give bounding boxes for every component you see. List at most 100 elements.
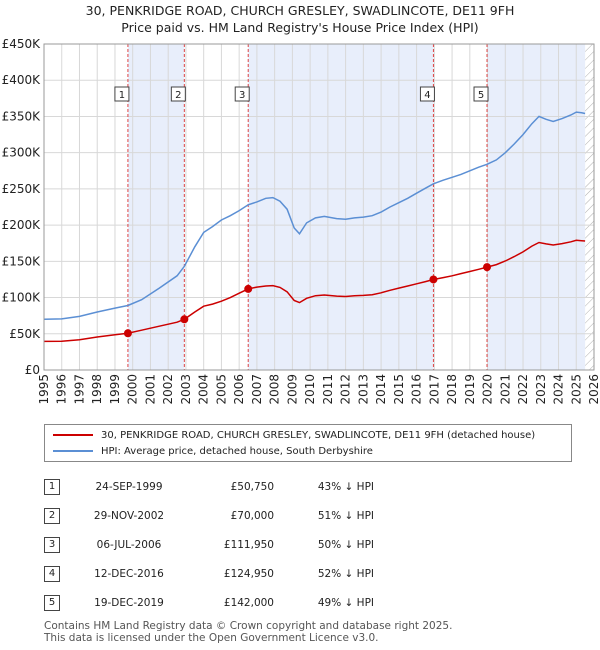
legend-label-property: 30, PENKRIDGE ROAD, CHURCH GRESLEY, SWAD… bbox=[101, 430, 536, 441]
x-tick-label: 1998 bbox=[90, 374, 104, 405]
sale-date: 19-DEC-2019 bbox=[94, 596, 164, 609]
sale-date: 06-JUL-2006 bbox=[96, 538, 162, 551]
sale-price: £124,950 bbox=[223, 567, 274, 580]
transactions-table: 1 24-SEP-1999 £50,750 43% ↓ HPI 2 29-NOV… bbox=[44, 472, 374, 617]
x-tick-label: 2021 bbox=[498, 374, 512, 405]
y-tick-label: £50K bbox=[9, 327, 41, 341]
sale-hpi-diff: 50% ↓ HPI bbox=[317, 538, 374, 551]
x-tick-label: 2014 bbox=[374, 374, 388, 405]
y-tick-label: £200K bbox=[2, 218, 42, 232]
plot-frame bbox=[43, 43, 595, 371]
sale-point bbox=[123, 329, 132, 338]
legend: 30, PENKRIDGE ROAD, CHURCH GRESLEY, SWAD… bbox=[44, 424, 572, 462]
hpi-line bbox=[43, 111, 586, 321]
x-tick-label: 2004 bbox=[197, 374, 211, 405]
x-tick-label: 2008 bbox=[268, 374, 282, 405]
legend-item-hpi: HPI: Average price, detached house, Sout… bbox=[53, 445, 373, 459]
x-tick-label: 2011 bbox=[321, 374, 335, 405]
sale-date: 24-SEP-1999 bbox=[95, 480, 163, 493]
sale-number-box bbox=[234, 86, 250, 102]
x-tick-label: 2020 bbox=[481, 374, 495, 405]
x-tick-label: 2026 bbox=[587, 374, 600, 405]
chart-title: 30, PENKRIDGE ROAD, CHURCH GRESLEY, SWAD… bbox=[0, 2, 600, 36]
footer: Contains HM Land Registry data © Crown c… bbox=[44, 620, 452, 644]
sale-price: £142,000 bbox=[223, 596, 274, 609]
sale-marker-label: 2 bbox=[44, 507, 60, 524]
table-row: 5 19-DEC-2019 £142,000 49% ↓ HPI bbox=[44, 588, 374, 617]
footer-copyright: Contains HM Land Registry data © Crown c… bbox=[44, 620, 453, 632]
sale-number-label: 1 bbox=[119, 90, 125, 101]
sale-number-box bbox=[170, 86, 186, 102]
x-tick-label: 2016 bbox=[410, 374, 424, 405]
sale-number-label: 2 bbox=[175, 90, 181, 101]
sale-date: 29-NOV-2002 bbox=[93, 509, 165, 522]
sale-point bbox=[180, 315, 189, 324]
y-tick-label: £400K bbox=[2, 73, 42, 87]
property-price-line bbox=[43, 239, 586, 343]
y-tick-label: £450K bbox=[2, 37, 42, 51]
y-tick-label: £350K bbox=[2, 109, 42, 123]
sale-number-box bbox=[419, 86, 435, 102]
title-line-2: Price paid vs. HM Land Registry's House … bbox=[121, 20, 479, 35]
legend-swatch-hpi bbox=[53, 450, 93, 452]
x-tick-label: 2017 bbox=[427, 374, 441, 405]
x-tick-label: 1997 bbox=[72, 374, 86, 405]
sale-point bbox=[244, 284, 253, 293]
x-tick-label: 2025 bbox=[569, 374, 583, 405]
sale-point bbox=[483, 263, 492, 272]
title-line-1: 30, PENKRIDGE ROAD, CHURCH GRESLEY, SWAD… bbox=[85, 3, 515, 18]
sale-hpi-diff: 51% ↓ HPI bbox=[317, 509, 374, 522]
y-tick-label: £250K bbox=[2, 182, 42, 196]
future-hatch bbox=[585, 44, 594, 370]
legend-label-hpi: HPI: Average price, detached house, Sout… bbox=[101, 446, 373, 457]
x-tick-label: 2002 bbox=[161, 374, 175, 405]
sale-number-box bbox=[473, 86, 489, 102]
y-tick-label: £0 bbox=[25, 363, 40, 377]
sale-price: £70,000 bbox=[230, 509, 274, 522]
x-tick-label: 2019 bbox=[463, 374, 477, 405]
legend-swatch-property bbox=[53, 434, 93, 436]
x-tick-label: 2003 bbox=[179, 374, 193, 405]
sale-number-label: 3 bbox=[239, 90, 245, 101]
x-tick-label: 2006 bbox=[232, 374, 246, 405]
sale-date: 12-DEC-2016 bbox=[94, 567, 164, 580]
sale-price: £50,750 bbox=[230, 480, 274, 493]
x-tick-label: 2001 bbox=[143, 374, 157, 405]
sale-point bbox=[429, 275, 438, 284]
sale-hpi-diff: 52% ↓ HPI bbox=[317, 567, 374, 580]
ownership-shade bbox=[248, 44, 434, 370]
x-tick-label: 2024 bbox=[552, 374, 566, 405]
sale-number-box bbox=[114, 86, 130, 102]
sale-marker-label: 1 bbox=[44, 478, 60, 495]
sale-hpi-diff: 49% ↓ HPI bbox=[317, 596, 374, 609]
x-tick-label: 1995 bbox=[37, 374, 51, 405]
y-tick-label: £100K bbox=[2, 291, 42, 305]
table-row: 4 12-DEC-2016 £124,950 52% ↓ HPI bbox=[44, 559, 374, 588]
price-chart: 1 2 3 4 5 £0 £50K £100K £150K £200K £250K £300K £350… bbox=[2, 37, 600, 405]
sale-price: £111,950 bbox=[223, 538, 274, 551]
x-tick-label: 1999 bbox=[108, 374, 122, 405]
x-tick-label: 2018 bbox=[445, 374, 459, 405]
sale-marker-label: 5 bbox=[44, 594, 60, 611]
x-tick-label: 2013 bbox=[356, 374, 370, 405]
x-tick-label: 2007 bbox=[250, 374, 264, 405]
sale-marker-label: 4 bbox=[44, 565, 60, 582]
x-tick-label: 2022 bbox=[516, 374, 530, 405]
table-row: 1 24-SEP-1999 £50,750 43% ↓ HPI bbox=[44, 472, 374, 501]
ownership-shade bbox=[487, 44, 586, 370]
sale-number-label: 5 bbox=[478, 90, 484, 101]
x-tick-label: 2000 bbox=[126, 374, 140, 405]
x-tick-label: 2015 bbox=[392, 374, 406, 405]
sale-hpi-diff: 43% ↓ HPI bbox=[317, 480, 374, 493]
x-tick-label: 1996 bbox=[55, 374, 69, 405]
y-tick-label: £300K bbox=[2, 146, 42, 160]
footer-license: This data is licensed under the Open Gov… bbox=[44, 632, 379, 644]
x-tick-label: 2005 bbox=[214, 374, 228, 405]
x-tick-label: 2023 bbox=[534, 374, 548, 405]
sale-number-label: 4 bbox=[424, 90, 430, 101]
x-tick-label: 2010 bbox=[303, 374, 317, 405]
x-tick-label: 2012 bbox=[339, 374, 353, 405]
legend-item-property: 30, PENKRIDGE ROAD, CHURCH GRESLEY, SWAD… bbox=[53, 429, 535, 443]
sale-marker-label: 3 bbox=[44, 536, 60, 553]
table-row: 2 29-NOV-2002 £70,000 51% ↓ HPI bbox=[44, 501, 374, 530]
